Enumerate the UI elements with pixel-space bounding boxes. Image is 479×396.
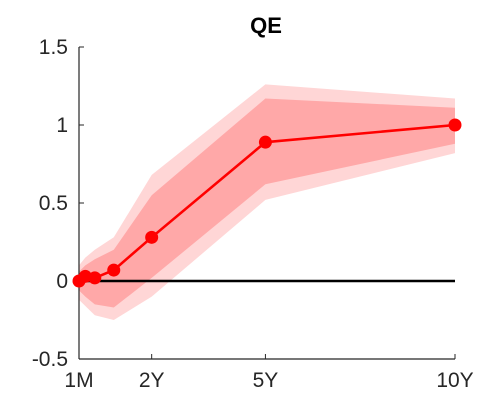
y-tick-label: 1 [56, 114, 68, 137]
data-point [88, 271, 102, 285]
x-tick-label: 1M [64, 369, 93, 392]
y-tick-label: -0.5 [32, 348, 68, 371]
band-inner [79, 98, 455, 308]
chart-title: QE [250, 13, 282, 38]
y-tick-label: 1.5 [39, 36, 68, 59]
x-tick-label: 2Y [139, 369, 165, 392]
data-point [145, 230, 159, 244]
y-tick-label: 0.5 [39, 192, 68, 215]
data-point [258, 135, 272, 149]
data-point [448, 118, 462, 132]
y-tick-label: 0 [56, 270, 68, 293]
axes: -0.5 0 0.5 1 1.5 1M 2Y 5Y 10Y [32, 36, 474, 392]
data-point [107, 263, 121, 277]
x-tick-label: 10Y [436, 369, 473, 392]
confidence-bands [79, 84, 455, 321]
series-group [72, 118, 462, 288]
x-tick-label: 5Y [253, 369, 279, 392]
